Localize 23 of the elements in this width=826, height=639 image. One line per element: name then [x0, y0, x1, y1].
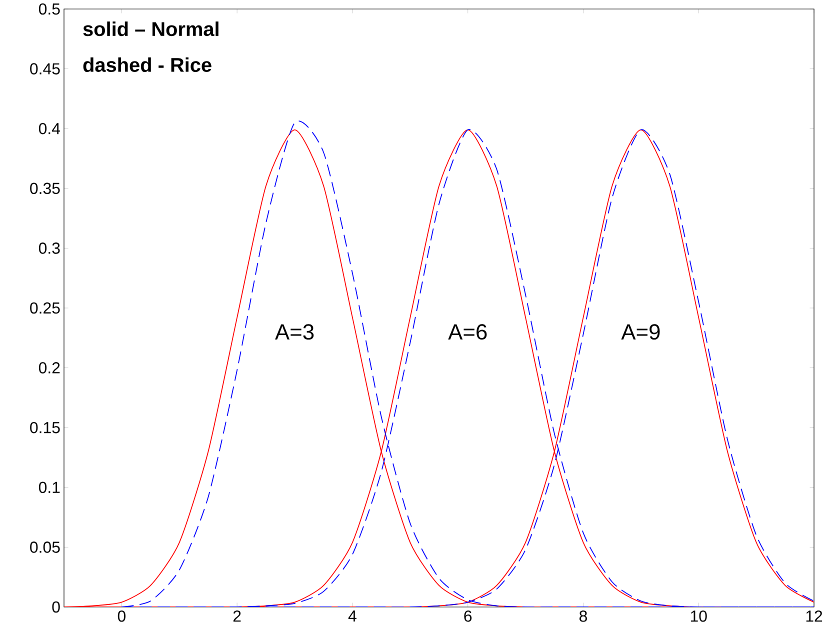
y-tick-label: 0.4	[38, 122, 60, 134]
annotation: dashed - Rice	[83, 57, 212, 72]
y-tick-label: 0.5	[38, 3, 60, 15]
y-tick-label: 0.45	[30, 63, 60, 74]
x-tick-label: 2	[233, 610, 241, 622]
y-tick-label: 0.35	[30, 182, 60, 194]
y-tick-label: 0.15	[30, 422, 60, 434]
x-tick-label: 12	[806, 610, 822, 622]
x-tick-label: 8	[579, 610, 587, 622]
x-tick-label: 4	[348, 610, 356, 622]
y-tick-label: 0.2	[38, 362, 60, 374]
annotation: A=6	[448, 324, 487, 340]
x-tick-label: 0	[118, 610, 126, 622]
y-tick-label: 0.1	[38, 482, 60, 494]
x-tick-label: 10	[690, 610, 707, 622]
annotation: A=3	[275, 324, 314, 340]
y-tick-label: 0	[52, 601, 60, 613]
y-tick-label: 0.3	[38, 242, 60, 254]
x-tick-label: 6	[464, 610, 472, 622]
annotation: solid – Normal	[83, 21, 218, 36]
annotation: A=9	[621, 324, 660, 340]
y-tick-label: 0.05	[30, 542, 60, 553]
y-tick-label: 0.25	[30, 302, 60, 314]
